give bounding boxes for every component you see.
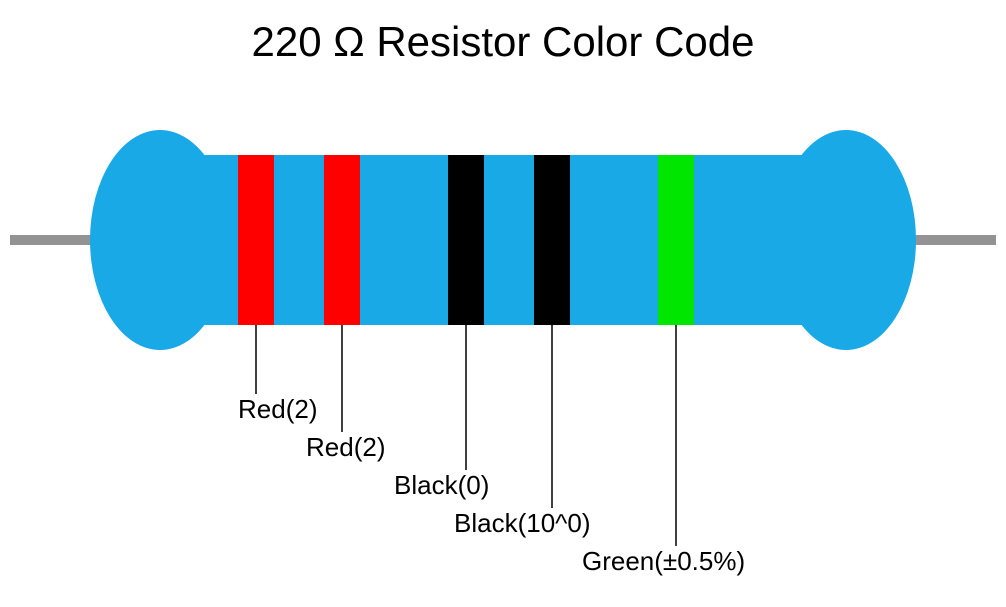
band-1 (238, 155, 274, 325)
band-4 (534, 155, 570, 325)
band-5-label: Green(±0.5%) (582, 546, 745, 577)
band-5 (658, 155, 694, 325)
band-2 (324, 155, 360, 325)
band-2-label: Red(2) (306, 432, 385, 463)
band-3-label: Black(0) (394, 470, 489, 501)
band-1-label: Red(2) (238, 394, 317, 425)
band-3 (448, 155, 484, 325)
band-4-label: Black(10^0) (454, 508, 590, 539)
